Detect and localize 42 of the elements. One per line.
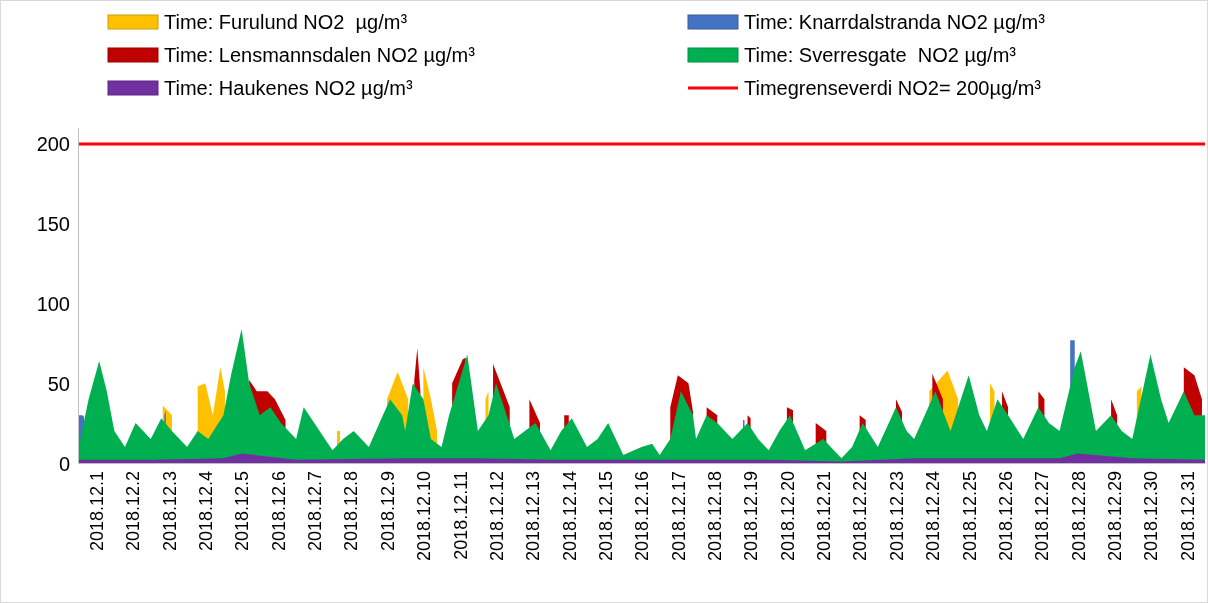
x-tick-label: 2018.12.28 [1068,471,1089,562]
x-tick-label: 2018.12.3 [159,471,180,552]
x-tick-label: 2018.12.16 [632,471,653,562]
x-tick-label: 2018.12.8 [341,471,362,552]
x-tick-label: 2018.12.2 [123,471,144,552]
x-tick-label: 2018.12.22 [850,471,871,562]
legend-label: Time: Sverresgate NO2 µg/m³ [744,44,1017,66]
x-tick-label: 2018.12.12 [486,471,507,562]
x-tick-label: 2018.12.27 [1032,471,1053,562]
x-tick-label: 2018.12.6 [268,471,289,552]
legend-label: Time: Haukenes NO2 µg/m³ [164,77,413,99]
legend-label: Time: Lensmannsdalen NO2 µg/m³ [164,44,476,66]
x-tick-label: 2018.12.20 [777,471,798,562]
x-tick-label: 2018.12.13 [523,471,544,562]
x-tick-label: 2018.12.4 [196,471,217,552]
x-tick-label: 2018.12.29 [1104,471,1125,562]
x-tick-label: 2018.12.25 [959,471,980,562]
y-tick-label: 100 [36,292,70,315]
x-tick-label: 2018.12.21 [814,471,835,562]
x-tick-label: 2018.12.31 [1177,471,1198,562]
x-tick-label: 2018.12.19 [741,471,762,562]
x-tick-label: 2018.12.18 [705,471,726,562]
y-tick-label: 200 [36,133,70,156]
x-tick-label: 2018.12.7 [305,471,326,552]
y-tick-label: 0 [58,452,70,475]
x-tick-label: 2018.12.1 [86,471,107,552]
x-tick-label: 2018.12.26 [995,471,1016,562]
x-tick-label: 2018.12.9 [377,471,398,552]
x-tick-label: 2018.12.11 [450,471,471,560]
y-tick-label: 50 [47,372,70,395]
legend-label: Timegrenseverdi NO2= 200µg/m³ [744,77,1042,99]
legend-label: Time: Knarrdalstranda NO2 µg/m³ [744,11,1046,33]
legend-label: Time: Furulund NO2 µg/m³ [164,11,408,33]
x-tick-label: 2018.12.10 [414,471,435,562]
x-tick-label: 2018.12.5 [232,471,253,552]
x-tick-label: 2018.12.23 [886,471,907,562]
x-tick-label: 2018.12.17 [668,471,689,562]
y-tick-label: 150 [36,213,70,236]
x-tick-label: 2018.12.14 [559,471,580,562]
x-tick-label: 2018.12.15 [595,471,616,562]
x-tick-label: 2018.12.30 [1141,471,1162,562]
x-tick-label: 2018.12.24 [923,471,944,562]
